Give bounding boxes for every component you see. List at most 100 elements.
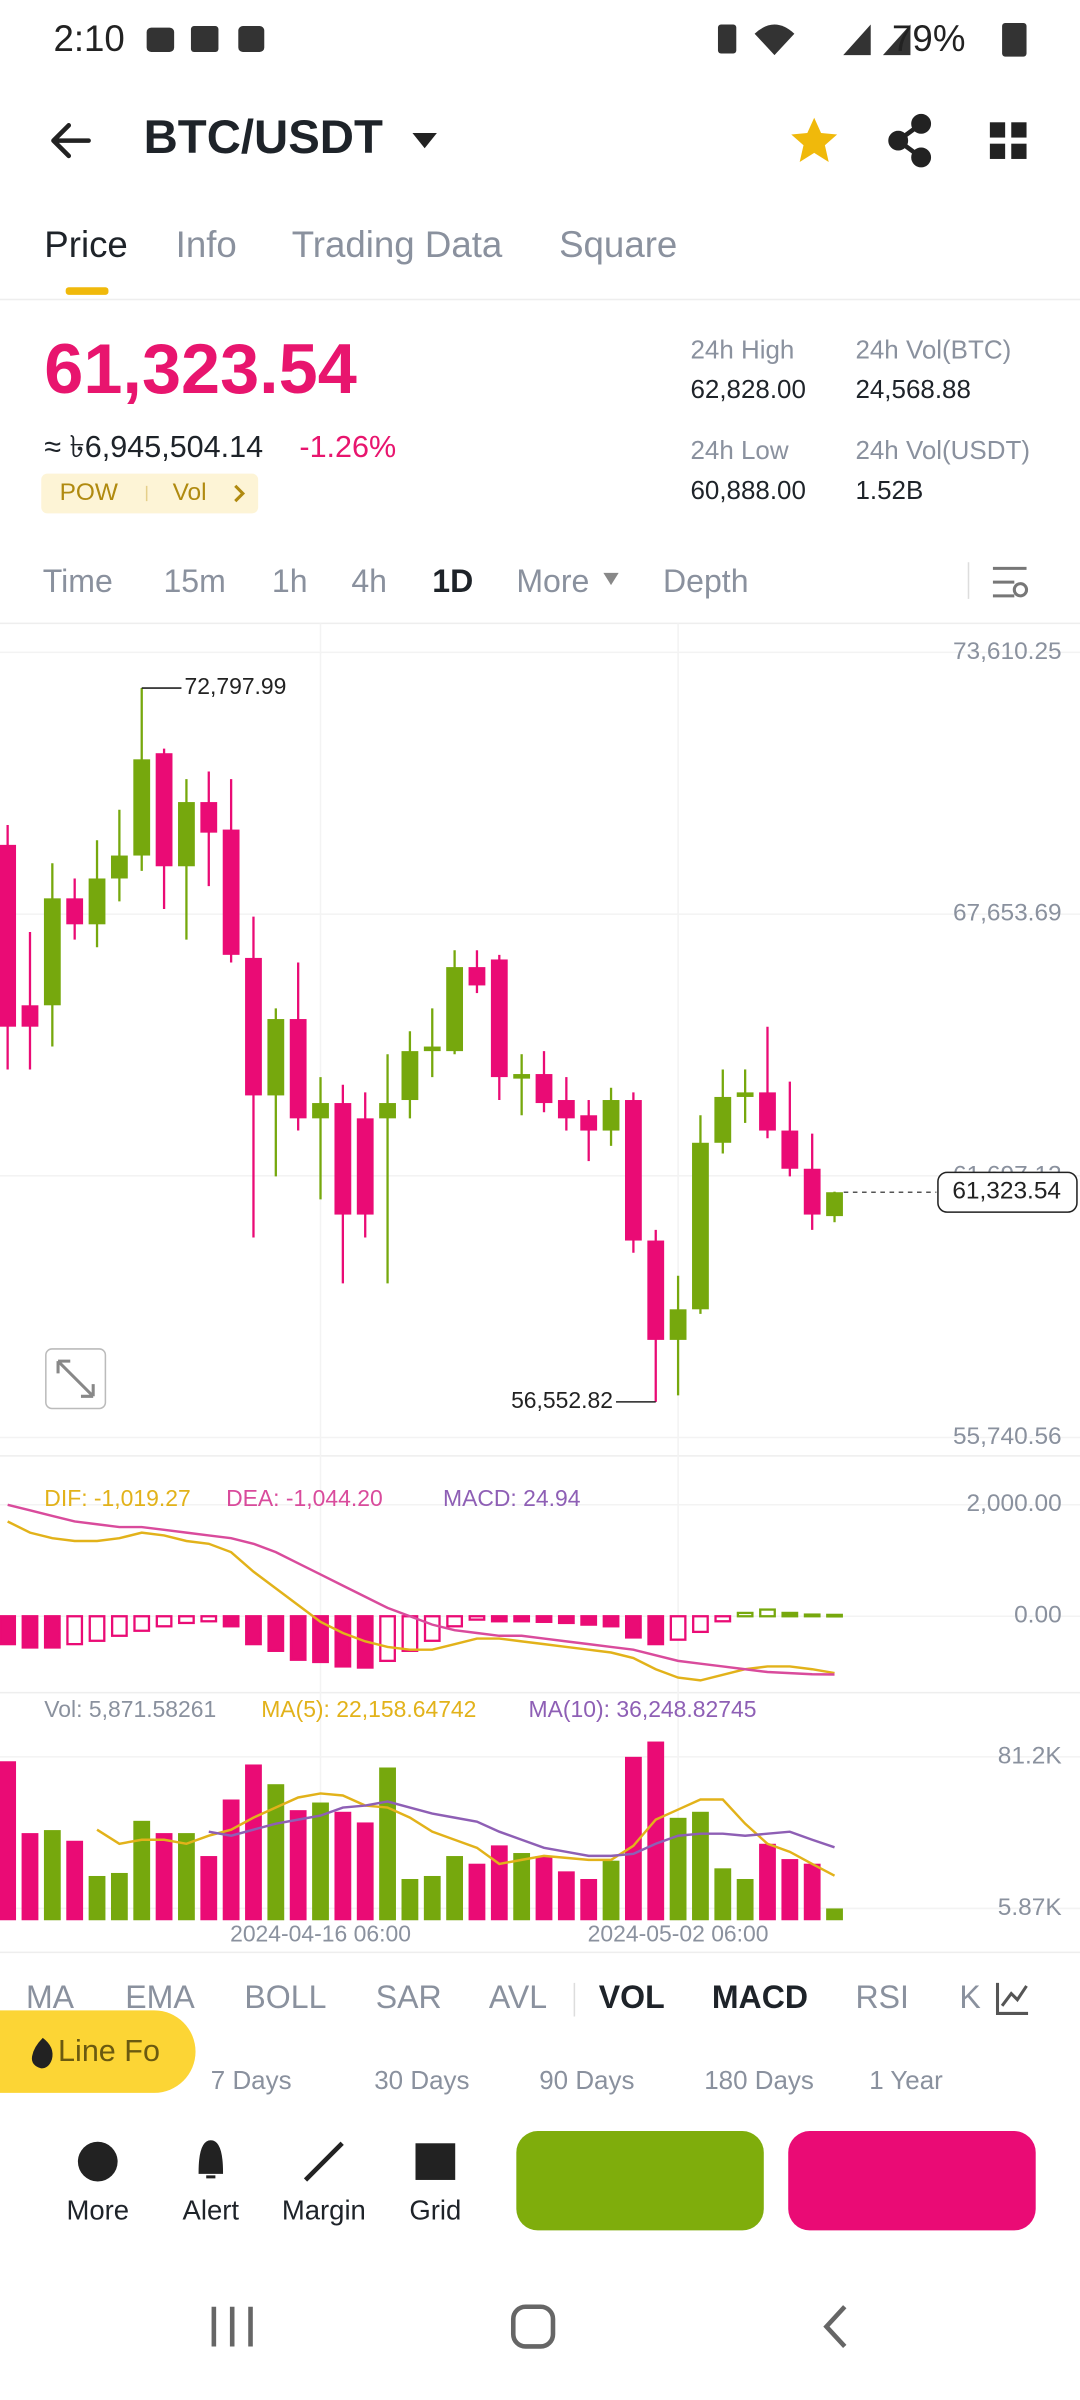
wifi-icon xyxy=(754,24,795,56)
interval[interactable]: 1D xyxy=(432,563,473,599)
tab[interactable]: Price xyxy=(44,224,128,265)
volume-bar xyxy=(379,1767,396,1921)
stat-label: 24h Vol(BTC) xyxy=(855,334,1011,364)
candle-body xyxy=(66,898,84,925)
nav-back[interactable] xyxy=(823,2305,847,2349)
volume-bar xyxy=(535,1856,553,1921)
stat-label: 24h Low xyxy=(690,435,788,465)
volume-bar xyxy=(580,1878,598,1921)
volume-bar xyxy=(178,1833,195,1921)
macd-bar xyxy=(468,1615,486,1621)
action-label[interactable]: More xyxy=(66,2194,129,2225)
indicator-tab[interactable]: SAR xyxy=(376,1979,442,2015)
nav-recents[interactable] xyxy=(211,2306,253,2347)
stat-value: 62,828.00 xyxy=(690,374,805,404)
candle-body xyxy=(200,802,218,833)
status-icons xyxy=(146,22,1027,57)
macd-bar xyxy=(736,1611,754,1618)
macd-bar xyxy=(692,1615,709,1634)
grid-icon[interactable] xyxy=(415,2143,456,2180)
candle-body xyxy=(423,1046,441,1052)
macd-bar xyxy=(580,1615,598,1626)
layout-button[interactable] xyxy=(989,122,1027,159)
chart-settings-button[interactable] xyxy=(992,566,1029,598)
candle-body xyxy=(513,1074,531,1079)
more-caret xyxy=(603,572,619,586)
candle-body xyxy=(781,1130,799,1169)
range-tab[interactable]: 1 Year xyxy=(869,2065,943,2095)
candle-body xyxy=(669,1309,687,1340)
buy-button[interactable] xyxy=(516,2131,764,2231)
sell-button[interactable] xyxy=(788,2131,1036,2231)
macd-bar xyxy=(490,1615,508,1623)
volume-bar xyxy=(110,1872,128,1921)
candle-body xyxy=(245,957,262,1096)
action-label[interactable]: Margin xyxy=(282,2194,366,2225)
volume-bar xyxy=(781,1859,799,1921)
indicator-tab[interactable]: BOLL xyxy=(244,1979,326,2015)
favorite-star[interactable] xyxy=(791,117,838,163)
candle-body xyxy=(21,1005,39,1027)
interval[interactable]: 1h xyxy=(272,563,308,599)
y-tick-label: 5.87K xyxy=(998,1894,1063,1921)
pair-dropdown[interactable] xyxy=(412,132,437,149)
range-tab[interactable]: 30 Days xyxy=(374,2065,469,2095)
stat-value: 24,568.88 xyxy=(855,374,970,404)
tab[interactable]: Square xyxy=(559,224,677,265)
interval[interactable]: Time xyxy=(43,563,113,599)
indicator-tab[interactable]: EMA xyxy=(125,1979,195,2015)
macd-bar xyxy=(222,1615,240,1628)
alert-icon[interactable] xyxy=(198,2140,224,2179)
indicator-tab[interactable]: VOL xyxy=(599,1979,665,2015)
indicator-tab[interactable]: K xyxy=(959,1979,981,2015)
indicator-settings[interactable] xyxy=(995,1982,1029,2015)
legend-entry: MA(5): 22,158.64742 xyxy=(261,1696,476,1722)
high-label: 72,797.99 xyxy=(185,673,287,699)
interval[interactable]: More xyxy=(516,563,589,599)
indicator-tab[interactable]: MA xyxy=(26,1979,75,2015)
volume-bar xyxy=(88,1875,106,1921)
indicator-tab[interactable]: AVL xyxy=(489,1979,547,2015)
back-button[interactable] xyxy=(51,123,91,159)
macd-bar xyxy=(781,1611,799,1618)
macd-bar xyxy=(245,1615,262,1646)
interval[interactable]: 4h xyxy=(351,563,387,599)
macd-bar xyxy=(66,1615,84,1646)
volume-bar xyxy=(133,1820,151,1921)
range-tab[interactable]: 90 Days xyxy=(539,2065,634,2095)
volume-bar xyxy=(647,1741,665,1921)
nav-home[interactable] xyxy=(510,2304,556,2349)
more-icon[interactable] xyxy=(77,2141,118,2182)
volume-bar xyxy=(267,1784,285,1921)
macd-bar xyxy=(133,1615,151,1632)
overlay-text[interactable]: Line Fo xyxy=(58,2034,160,2068)
tab[interactable]: Trading Data xyxy=(292,224,503,265)
macd-bar xyxy=(312,1615,329,1664)
share-button[interactable] xyxy=(888,113,932,168)
interval[interactable]: Depth xyxy=(663,563,749,599)
clock-icon xyxy=(238,26,265,53)
candle-body xyxy=(379,1103,396,1119)
interval[interactable]: 15m xyxy=(163,563,225,599)
indicator-tab[interactable]: MACD xyxy=(712,1979,808,2015)
indicator-tab[interactable]: RSI xyxy=(855,1979,908,2015)
overlay-pill[interactable] xyxy=(0,2010,196,2093)
volume-bar xyxy=(557,1871,575,1921)
action-label[interactable]: Grid xyxy=(409,2194,461,2225)
tab[interactable]: Info xyxy=(176,224,237,265)
range-tab[interactable]: 7 Days xyxy=(211,2065,292,2095)
macd-bar xyxy=(334,1615,352,1668)
candle-body xyxy=(43,898,61,1006)
margin-icon[interactable] xyxy=(303,2141,344,2182)
stat-value: 1.52B xyxy=(855,475,923,505)
volume-bar xyxy=(423,1875,441,1921)
legend-entry: MACD: 24.94 xyxy=(443,1485,581,1511)
ma-line xyxy=(208,1800,835,1858)
volume-bar xyxy=(602,1860,620,1921)
tag-chevron xyxy=(234,484,246,503)
action-label[interactable]: Alert xyxy=(183,2194,240,2225)
tag-chip[interactable] xyxy=(41,473,259,514)
range-tab[interactable]: 180 Days xyxy=(704,2065,814,2095)
